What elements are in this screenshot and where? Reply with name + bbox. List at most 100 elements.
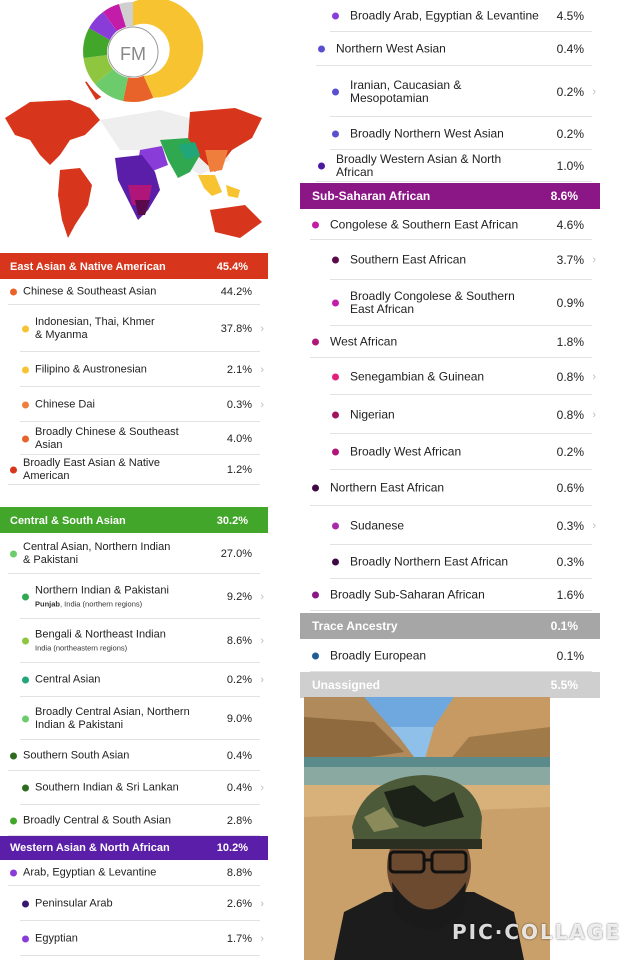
ancestry-row[interactable]: Broadly Central & South Asian 2.8% — [0, 805, 268, 836]
population-region: Punjab, India (northern regions) — [35, 599, 169, 609]
ancestry-row[interactable]: Central Asian 0.2% › — [0, 663, 268, 697]
row-divider — [330, 31, 592, 32]
ancestry-row[interactable]: Broadly Northern West Asian 0.2% — [300, 117, 600, 150]
row-divider — [330, 325, 592, 326]
population-name: Iranian, Caucasian & Mesopotamian — [350, 77, 462, 105]
population-name: Broadly Arab, Egyptian & Levantine — [350, 8, 539, 23]
ancestry-row[interactable]: Broadly East Asian & Native American 1.2% — [0, 455, 268, 485]
ancestry-row[interactable]: Broadly Western Asian & North African 1.0… — [300, 150, 600, 182]
population-name: Sudanese — [350, 518, 405, 532]
population-label: Sudanese — [350, 519, 404, 532]
population-label: Iranian, Caucasian & Mesopotamian — [350, 77, 462, 105]
population-color-dot — [10, 466, 17, 474]
population-percent: 27.0% — [220, 547, 252, 560]
population-color-dot — [22, 676, 29, 684]
ancestry-row[interactable]: Southern South Asian 0.4% — [0, 740, 268, 771]
population-label: Broadly West African — [350, 444, 462, 459]
ancestry-row[interactable]: Broadly Chinese & Southeast Asian 4.0% — [0, 422, 268, 455]
population-color-dot — [332, 130, 339, 137]
ancestry-row[interactable]: Indonesian, Thai, Khmer & Myanma 37.8% › — [0, 305, 268, 352]
population-percent: 9.2% — [226, 590, 252, 603]
population-color-dot — [332, 411, 339, 418]
ancestry-row[interactable]: Chinese & Southeast Asian 44.2% — [0, 279, 268, 305]
population-name: Chinese & Southeast Asian — [23, 285, 157, 298]
population-name: Broadly European — [330, 648, 427, 663]
chevron-right-icon: › — [260, 398, 264, 411]
ancestry-row[interactable]: Egyptian 1.7% › — [0, 921, 268, 956]
row-divider — [20, 662, 260, 663]
population-color-dot — [332, 448, 339, 456]
population-color-dot — [332, 373, 339, 380]
population-percent: 1.0% — [556, 159, 584, 173]
ancestry-row[interactable]: Arab, Egyptian & Levantine 8.8% — [0, 860, 268, 886]
ancestry-row[interactable]: Chinese Dai 0.3% › — [0, 387, 268, 422]
population-label: Broadly Northern West Asian — [350, 127, 504, 140]
population-percent: 0.6% — [556, 481, 584, 495]
chevron-right-icon: › — [260, 897, 264, 910]
population-region: India (northeastern regions) — [35, 644, 166, 654]
row-divider — [8, 835, 260, 836]
ancestry-row[interactable]: Broadly West African 0.2% — [300, 434, 600, 470]
region-name: Punjab — [35, 599, 61, 608]
row-divider — [20, 955, 260, 956]
population-color-dot — [10, 550, 17, 557]
ancestry-row[interactable]: Congolese & Southern East African 4.6% — [300, 209, 600, 240]
chevron-right-icon: › — [260, 674, 264, 686]
ancestry-row[interactable]: Southern East African 3.7% › — [300, 240, 600, 280]
population-label: Broadly Arab, Egyptian & Levantine — [350, 8, 539, 23]
population-name: Broadly West African — [350, 444, 462, 459]
ancestry-row[interactable]: Iranian, Caucasian & Mesopotamian 0.2% › — [300, 66, 600, 117]
population-color-dot — [332, 522, 339, 529]
row-divider — [20, 351, 260, 352]
section-header-value: 10.2% — [216, 842, 248, 854]
row-divider — [8, 885, 260, 886]
ancestry-row[interactable]: Bengali & Northeast Indian India (northea… — [0, 619, 268, 663]
population-color-dot — [22, 715, 29, 722]
ancestry-row[interactable]: Northern Indian & Pakistani Punjab, India… — [0, 574, 268, 619]
population-label: Bengali & Northeast Indian India (northea… — [35, 629, 166, 654]
ancestry-row[interactable]: Senegambian & Guinean 0.8% › — [300, 358, 600, 395]
ancestry-row[interactable]: Peninsular Arab 2.6% › — [0, 886, 268, 921]
ancestry-row[interactable]: Northern West Asian 0.4% — [300, 32, 600, 66]
population-percent: 0.3% — [226, 398, 252, 411]
population-color-dot — [22, 637, 29, 645]
ancestry-row[interactable]: Southern Indian & Sri Lankan 0.4% › — [0, 771, 268, 805]
row-divider — [20, 920, 260, 921]
population-name: Broadly Northern West Asian — [350, 126, 504, 140]
population-name: Egyptian — [35, 932, 78, 944]
row-divider — [8, 304, 260, 305]
ancestry-row[interactable]: Broadly Northern East African 0.3% — [300, 545, 600, 579]
ancestry-row[interactable]: Filipino & Austronesian 2.1% › — [0, 352, 268, 387]
ancestry-row[interactable]: Nigerian 0.8% › — [300, 395, 600, 434]
row-divider — [20, 804, 260, 805]
ancestry-row[interactable]: Broadly Arab, Egyptian & Levantine 4.5% — [300, 0, 600, 32]
population-label: Northern West Asian — [336, 42, 446, 56]
ancestry-row[interactable]: Broadly European 0.1% — [300, 640, 600, 672]
population-color-dot — [312, 338, 319, 346]
population-percent: 0.9% — [556, 296, 584, 310]
population-color-dot — [22, 900, 29, 907]
chevron-right-icon: › — [260, 782, 264, 794]
section-header-unassigned: Unassigned 5.5% — [300, 672, 600, 698]
ancestry-row[interactable]: Sudanese 0.3% › — [300, 506, 600, 545]
row-divider — [20, 421, 260, 422]
ancestry-row[interactable]: Broadly Central Asian, Northern Indian &… — [0, 697, 268, 740]
population-color-dot — [10, 288, 17, 296]
population-name: West African — [330, 334, 398, 349]
ancestry-row[interactable]: Broadly Sub-Saharan African 1.6% — [300, 579, 600, 611]
population-name: Central Asian, Northern Indian & Pakista… — [23, 540, 171, 566]
section-header-label: Unassigned — [312, 678, 381, 692]
ancestry-row[interactable]: Northern East African 0.6% — [300, 470, 600, 506]
population-percent: 8.8% — [226, 867, 252, 879]
population-percent: 4.5% — [556, 9, 584, 23]
population-percent: 44.2% — [220, 286, 252, 298]
section-header-value: 30.2% — [216, 515, 248, 527]
population-color-dot — [22, 366, 29, 373]
ancestry-row[interactable]: Central Asian, Northern Indian & Pakista… — [0, 533, 268, 574]
population-percent: 1.2% — [226, 464, 252, 476]
ancestry-row[interactable]: Broadly Congolese & Southern East Africa… — [300, 280, 600, 326]
population-percent: 3.7% — [556, 253, 584, 267]
region-southeast-asia — [198, 175, 222, 196]
population-percent: 0.2% — [556, 445, 584, 459]
ancestry-row[interactable]: West African 1.8% — [300, 326, 600, 358]
